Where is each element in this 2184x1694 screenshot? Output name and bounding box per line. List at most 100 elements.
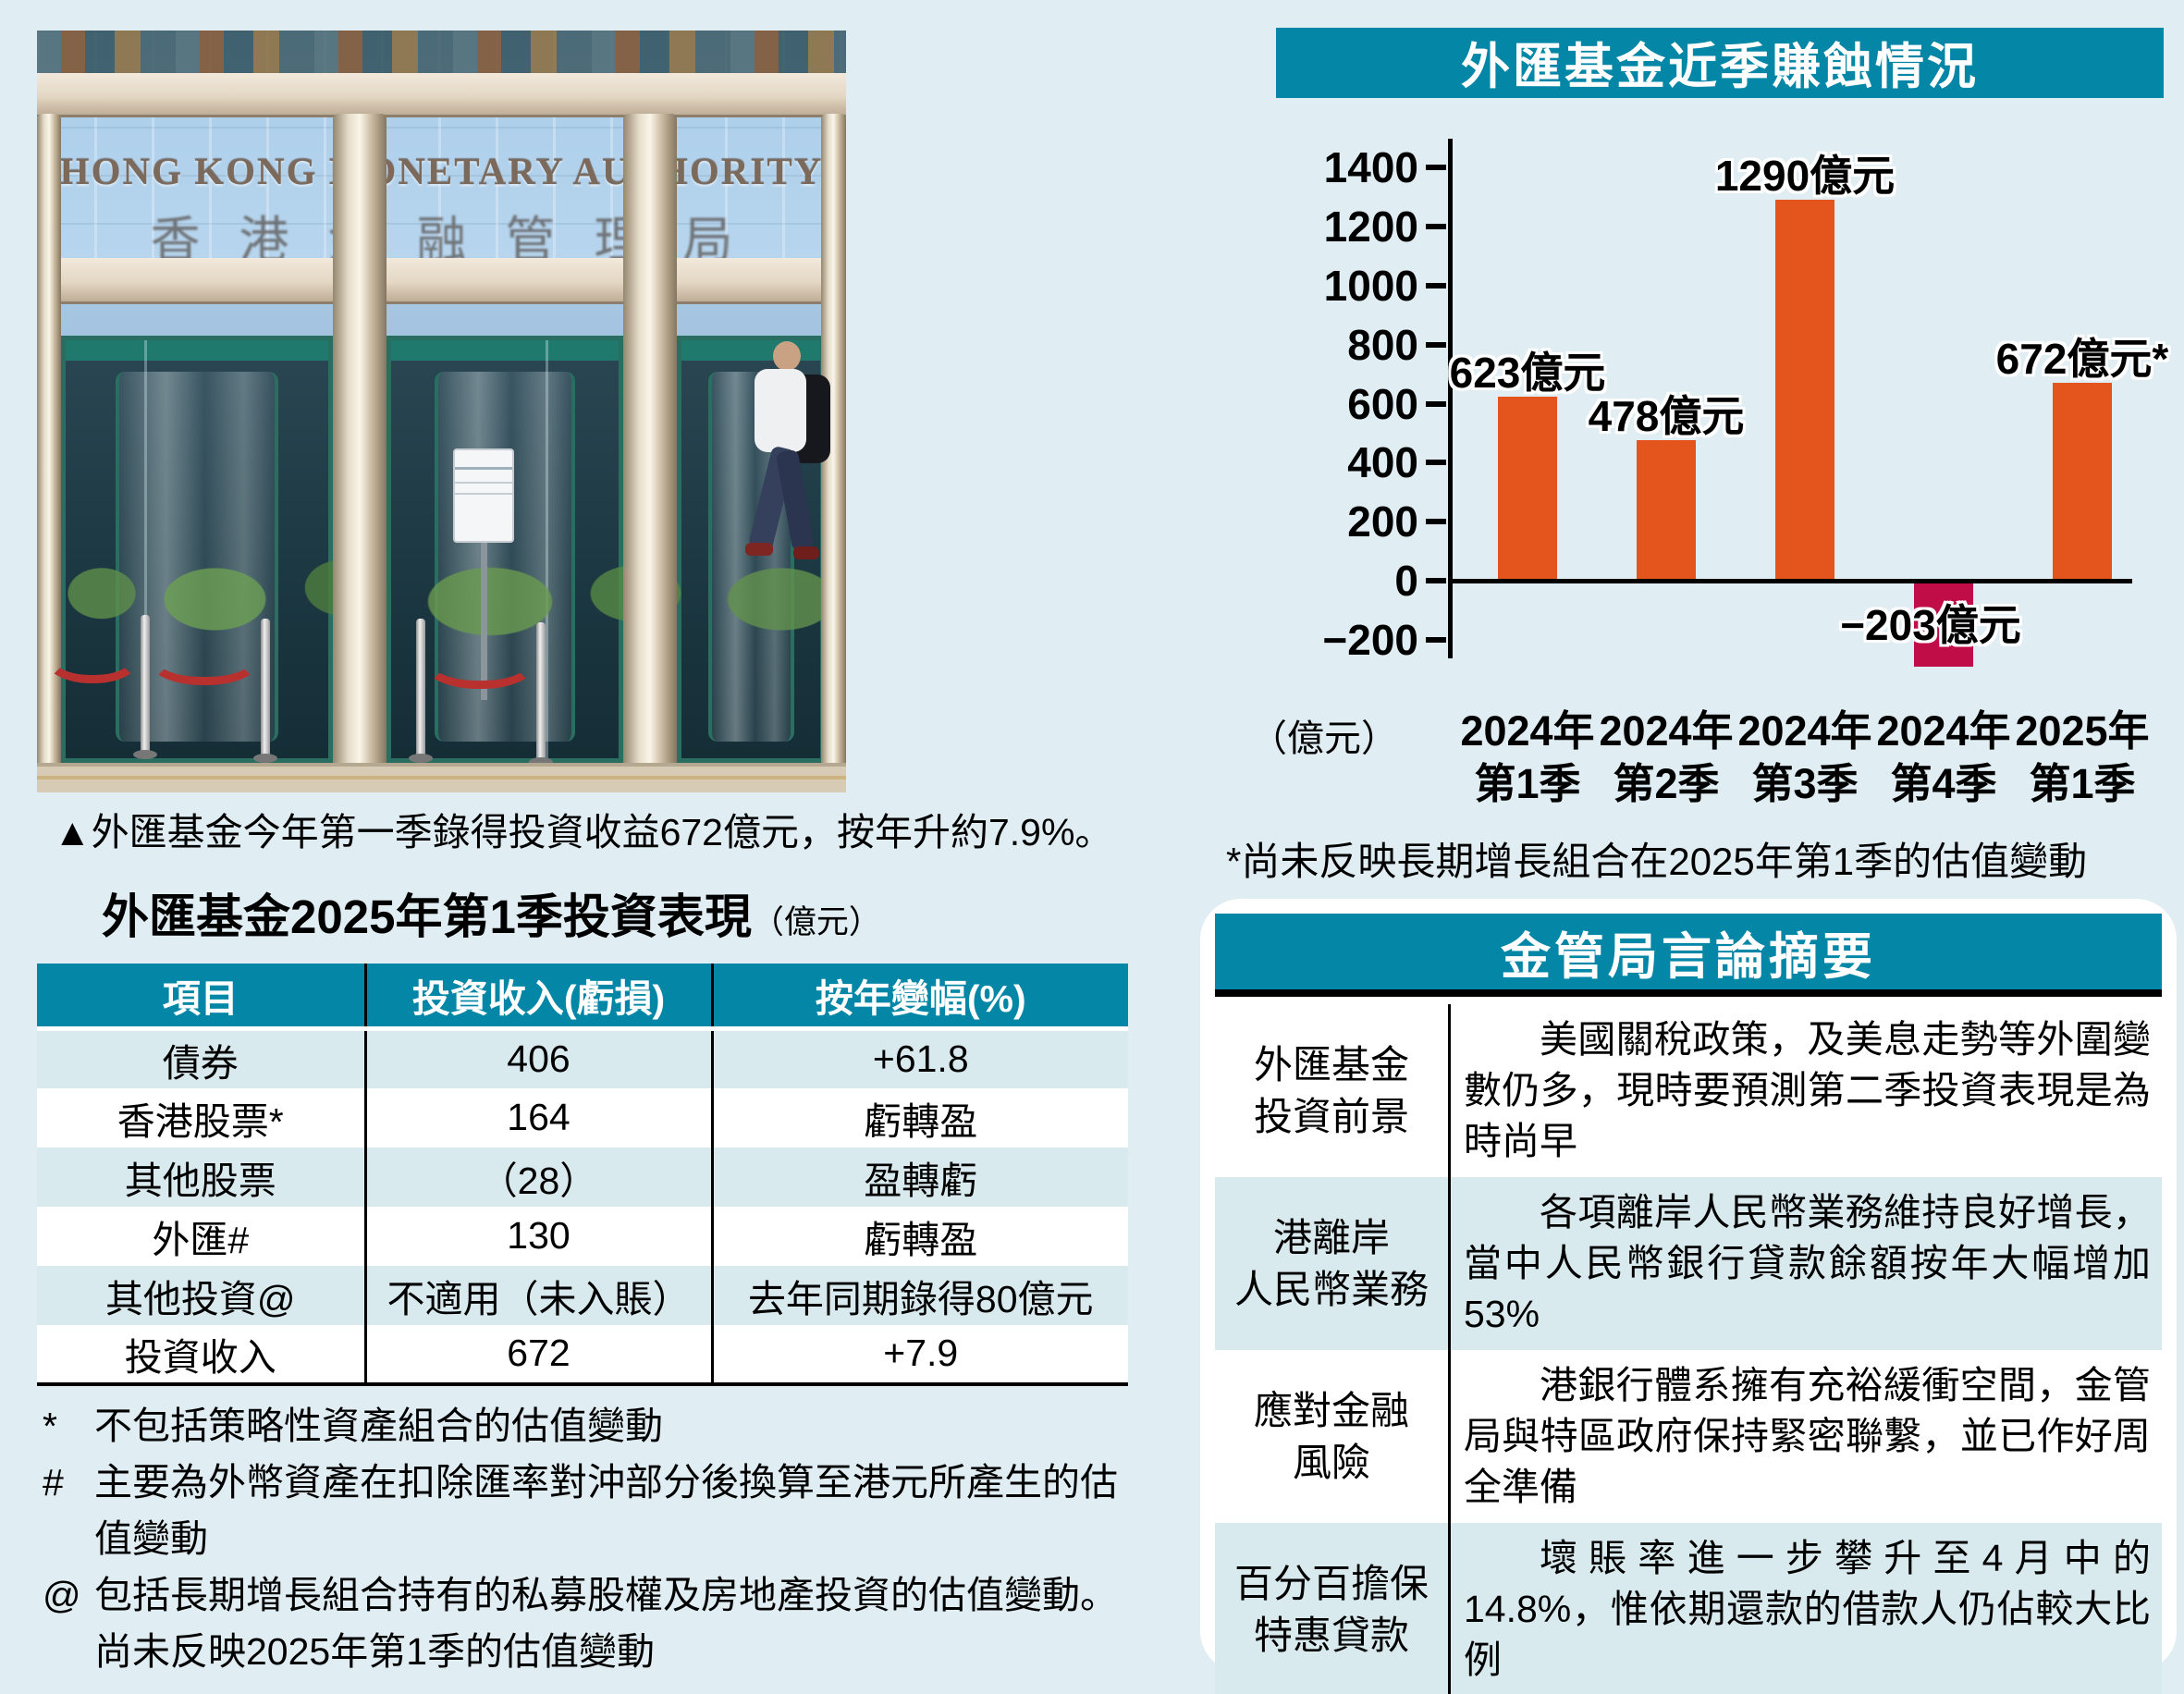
y-axis-tick [1426,460,1446,466]
table-cell: 虧轉盈 [710,1087,1128,1148]
chart-bar [2053,382,2112,581]
footnote: @ 包括長期增長組合持有的私募股權及房地產投資的估值變動。尚未反映2025年第1季… [43,1567,1143,1680]
chart-title: 外匯基金近季賺蝕情況 [1276,28,2164,98]
y-axis-tick-label: 200 [1347,497,1418,546]
footnote-marker: * [43,1405,57,1447]
table-row: 其他投資@ 不適用（未入賬） 去年同期錄得80億元 [37,1265,1128,1325]
footnote-text: 包括長期增長組合持有的私募股權及房地產投資的估值變動。尚未反映2025年第1季的… [94,1574,1118,1673]
facade-beam [37,258,846,304]
remarks-row: 外匯基金 投資前景 美國關稅政策，及美息走勢等外圍變數仍多，現時要預測第二季投資表… [1215,1004,2162,1177]
table-header-cell: 按年變幅(%) [710,964,1128,1031]
left-table-title-unit: （億元） [751,904,881,940]
table-header-cell: 項目 [37,964,365,1031]
remarks-row: 應對金融 風險 港銀行體系擁有充裕緩衝空間，金管局與特區政府保持緊密聯繫，並已作好… [1215,1350,2162,1523]
y-axis-tick-label: 400 [1347,438,1418,487]
y-axis-tick-label: 1200 [1323,203,1418,252]
chart-bar [1637,439,1696,581]
bar-value-label: 1290億元 [1714,152,1896,201]
chart-bar [1914,581,1973,667]
door-frame-band [66,340,328,361]
table-cell: 香港股票* [117,1099,284,1143]
footnote-marker: @ [43,1574,81,1616]
rope-post [133,615,157,759]
y-axis-tick [1426,578,1446,583]
chart-bar [1775,200,1834,581]
bar-value-label: 672億元* [1995,334,2169,383]
left-table-title-text: 外匯基金2025年第1季投資表現 [102,890,752,943]
y-axis-tick [1426,165,1446,171]
footnote-marker: # [43,1461,64,1504]
remarks-quote-text: 港銀行體系擁有充裕緩衝空間，金管局與特區政府保持緊密聯繫，並已作好周全準備 [1448,1350,2162,1523]
pedestrian [732,336,843,583]
table-cell: 其他股票 [124,1159,276,1202]
rope-post [409,619,433,763]
table-row: 投資收入 672 +7.9 [37,1324,1128,1386]
y-axis-tick [1426,519,1446,525]
y-axis-tick-label: 600 [1347,379,1418,428]
chart-footnote: *尚未反映長期增長組合在2025年第1季的估值變動 [1226,840,2088,883]
table-cell: 其他投資@ [104,1277,296,1320]
y-axis-tick-label: −200 [1322,615,1418,664]
table-row: 其他股票 （28） 盈轉虧 [37,1147,1128,1207]
remarks-topic-label: 外匯基金 投資前景 [1253,1042,1409,1138]
footnote-text: 主要為外幣資產在扣除匯率對沖部分後換算至港元所產生的估值變動 [94,1461,1118,1560]
y-axis-tick-label: 1000 [1323,262,1418,310]
facade-column [623,114,677,792]
x-axis-category-label: 2024年 第1季 [1460,707,1595,807]
pedestrian-shoe [793,546,819,559]
y-axis-tick [1426,224,1446,230]
red-rope [148,632,261,685]
pedestrian-shirt [755,369,806,452]
remarks-quote-text: 各項離岸人民幣業務維持良好增長，當中人民幣銀行貸款餘額按年大幅增加53% [1448,1177,2162,1350]
table-row: 債券 406 +61.8 [37,1028,1128,1088]
remarks-quote-text: 美國關稅政策，及美息走勢等外圍變數仍多，現時要預測第二季投資表現是為時尚早 [1448,1004,2162,1177]
table-cell: 盈轉虧 [710,1147,1128,1207]
rope-post [529,622,553,767]
remarks-topic-label: 港離岸 人民幣業務 [1233,1215,1429,1311]
x-axis-category-label: 2025年 第1季 [2015,707,2150,807]
table-cell: 672 [363,1324,712,1386]
hkma-building-photo: HONG KONG MONETARY AUTHORITY 香港金融管理局 [37,31,846,792]
y-axis-tick-label: 800 [1347,320,1418,369]
remarks-topic-label: 應對金融 風險 [1253,1388,1409,1484]
table-cell: 虧轉盈 [710,1206,1128,1266]
x-axis-category-label: 2024年 第3季 [1737,707,1872,807]
chart-zero-line [1448,579,2132,583]
bar-value-label: 623億元 [1449,349,1606,398]
x-axis-category-label: 2024年 第4季 [1876,707,2011,807]
facade-beam [37,73,846,117]
table-cell: +61.8 [710,1028,1128,1088]
left-table-title: 外匯基金2025年第1季投資表現（億元） [102,878,881,947]
bar-value-label: 478億元 [1588,391,1745,440]
remarks-row: 百分百擔保 特惠貸款 壞賬率進一步攀升至4月中的14.8%，惟依期還款的借款人仍佔… [1215,1523,2162,1694]
table-cell: 不適用（未入賬） [363,1265,712,1325]
table-cell: 投資收入 [37,1324,365,1386]
facade-column [333,114,386,792]
table-cell: +7.9 [710,1324,1128,1386]
chart-bar [1498,397,1557,581]
red-rope [44,630,141,683]
footnote: * 不包括策略性資產組合的估值變動 [43,1398,1143,1455]
door-frame-band [391,340,619,361]
hkma-sign-english: HONG KONG MONETARY AUTHORITY [59,150,824,192]
chart-unit-label: （億元） [1250,718,1398,759]
table-header-row: 項目 投資收入(虧損) 按年變幅(%) [37,964,1128,1031]
hkma-remarks-panel: 金管局言論摘要 外匯基金 投資前景 美國關稅政策，及美息走勢等外圍變數仍多，現時要… [1200,899,2177,1694]
notice-stand [453,448,514,700]
pavement [37,763,846,792]
red-rope [423,635,536,689]
investment-performance-table: 項目 投資收入(虧損) 按年變幅(%) 債券 406 +61.8 香港股票* 164 虧轉盈其… [37,964,1128,1386]
table-cell: 債券 [162,1041,239,1085]
remarks-row: 港離岸 人民幣業務 各項離岸人民幣業務維持良好增長，當中人民幣銀行貸款餘額按年大幅… [1215,1177,2162,1350]
y-axis-tick-label: 1400 [1323,143,1418,192]
table-cell: 164 [363,1087,712,1148]
window-reflection-strip [37,31,846,81]
table-cell: （28） [363,1147,712,1207]
bar-value-label: −203億元 [1840,601,2021,649]
table-cell: 去年同期錄得80億元 [710,1265,1128,1325]
y-axis-tick [1426,341,1446,348]
remarks-rows: 外匯基金 投資前景 美國關稅政策，及美息走勢等外圍變數仍多，現時要預測第二季投資表… [1215,1004,2162,1694]
facade-column [37,114,61,792]
x-axis-category-label: 2024年 第2季 [1599,707,1734,807]
table-row: 外匯# 130 虧轉盈 [37,1206,1128,1266]
